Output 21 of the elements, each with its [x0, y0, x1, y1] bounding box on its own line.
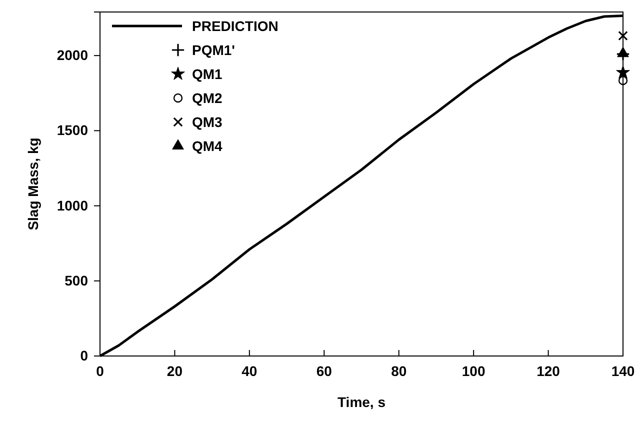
x-tick-label: 80	[391, 362, 407, 379]
y-tick-label: 2000	[56, 47, 88, 64]
x-tick-label: 0	[96, 362, 104, 379]
legend-label: QM2	[192, 90, 223, 106]
legend-label: PREDICTION	[192, 18, 278, 34]
x-tick-label: 120	[536, 362, 560, 379]
legend-label: QM1	[192, 66, 223, 82]
y-axis-title: Slag Mass, kg	[25, 138, 41, 230]
y-tick-label: 1000	[56, 197, 88, 214]
x-tick-label: 20	[166, 362, 183, 379]
x-tick-label: 40	[242, 362, 258, 379]
x-axis-title: Time, s	[338, 394, 386, 410]
y-tick-label: 500	[64, 272, 88, 288]
y-tick-label: 1500	[56, 122, 88, 138]
legend-label: QM4	[192, 138, 223, 154]
x-tick-label: 60	[316, 362, 332, 379]
legend-label: PQM1'	[192, 42, 236, 58]
x-tick-label: 140	[611, 362, 635, 379]
legend-label: QM3	[192, 114, 223, 130]
y-tick-label: 0	[80, 347, 88, 364]
x-tick-label: 100	[462, 362, 486, 379]
